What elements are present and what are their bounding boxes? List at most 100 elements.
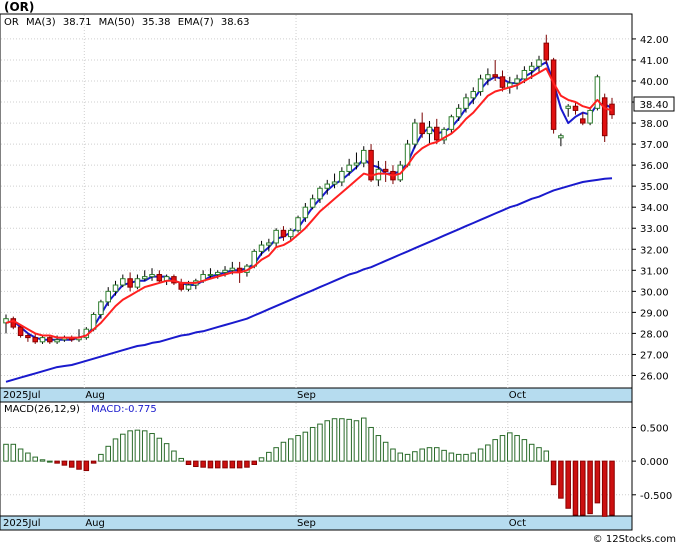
chart-title: (OR) — [4, 0, 35, 14]
macd-bar — [25, 452, 31, 462]
last-price-label: 38.40 — [640, 100, 669, 111]
legend-ema7-value: 38.63 — [221, 17, 250, 28]
price-tick-label: 40.00 — [640, 77, 669, 88]
macd-bar — [251, 460, 258, 465]
candle-body — [594, 76, 601, 109]
candle-body — [317, 187, 323, 200]
candle-body — [280, 229, 287, 238]
candle-body — [156, 274, 163, 282]
macd-bar — [76, 460, 82, 470]
ema7-path — [5, 67, 613, 339]
candle-body — [558, 135, 564, 139]
macd-bar — [463, 453, 469, 462]
macd-bar — [214, 460, 221, 469]
macd-bar — [200, 460, 206, 468]
price-tick-label: 37.00 — [640, 140, 669, 151]
candle-body — [120, 278, 126, 286]
legend: OR MA(3) 38.71 MA(50) 35.38 EMA(7) 38.63 — [4, 17, 249, 28]
legend-ma50: MA(50) — [99, 17, 135, 28]
macd-bar — [543, 450, 550, 462]
macd-bar — [514, 435, 520, 462]
price-tick-label: 26.00 — [640, 371, 669, 382]
candle-body — [54, 339, 60, 343]
macd-bar — [309, 426, 316, 462]
macd-bar — [302, 431, 309, 462]
macd-bar — [397, 452, 404, 462]
candle-body — [134, 278, 141, 288]
macd-bar — [528, 443, 535, 462]
macd-legend-value: MACD:-0.775 — [91, 404, 157, 415]
macd-bar — [120, 433, 126, 462]
candle-body — [485, 74, 491, 80]
candle-body — [528, 65, 535, 71]
macd-bar — [222, 460, 228, 469]
candle-body — [324, 183, 331, 189]
macd-bars — [3, 417, 615, 517]
macd-bar — [171, 450, 177, 462]
macd-bar — [572, 460, 579, 516]
candle-body — [207, 274, 214, 277]
candle-body — [477, 78, 484, 93]
watermark: © 12Stocks.com — [593, 534, 676, 545]
macd-bar — [280, 441, 287, 462]
macd-bar — [32, 456, 38, 462]
macd-bar — [368, 426, 374, 462]
date-tick-label: Aug — [85, 390, 105, 401]
candle-body — [565, 105, 571, 109]
candle-body — [382, 168, 389, 172]
macd-bar — [273, 447, 279, 462]
price-axis-labels: 26.00 27.00 28.00 29.00 30.00 31.00 32.00 33.00… — [632, 35, 669, 382]
macd-bar — [61, 460, 68, 466]
date-tick-label: Sep — [297, 390, 316, 401]
macd-panel — [0, 401, 633, 531]
macd-bar — [54, 460, 60, 464]
macd-date-band — [0, 515, 633, 531]
macd-bar — [558, 460, 564, 499]
candle-body — [543, 42, 550, 61]
macd-bar — [375, 435, 382, 462]
date-tick-label: Aug — [85, 518, 105, 529]
candle-body — [185, 284, 192, 290]
macd-bar — [521, 439, 528, 462]
candlesticks — [3, 34, 615, 344]
price-tick-label: 42.00 — [640, 35, 669, 46]
macd-bar — [324, 420, 331, 462]
candle-body — [455, 107, 462, 118]
candle-body — [339, 170, 345, 183]
candle-body — [25, 335, 31, 339]
macd-bar — [580, 460, 586, 516]
macd-bar — [90, 460, 97, 464]
candle-body — [214, 271, 221, 276]
price-tick-label: 41.00 — [640, 56, 669, 67]
candle-body — [258, 244, 265, 252]
price-tick-label: 38.00 — [640, 119, 669, 130]
candle-body — [32, 337, 38, 343]
candle-body — [572, 105, 579, 111]
macd-tick-label: -0.500 — [640, 491, 672, 502]
macd-bar — [390, 448, 396, 462]
macd-bar — [266, 451, 272, 462]
macd-bar — [83, 460, 90, 472]
macd-bar — [244, 460, 250, 468]
legend-ma50-value: 35.38 — [142, 17, 171, 28]
macd-bar — [448, 452, 455, 462]
last-price-box — [633, 96, 675, 112]
macd-bar — [258, 457, 265, 462]
macd-bar — [601, 460, 608, 517]
price-tick-label: 36.00 — [640, 161, 669, 172]
macd-bar — [609, 460, 615, 516]
candle-body — [98, 301, 104, 315]
macd-legend-label: MACD(26,12,9) — [4, 404, 80, 415]
candle-body — [521, 69, 528, 80]
candle-body — [353, 162, 360, 166]
candle-body — [360, 149, 367, 164]
macd-bar — [419, 448, 425, 462]
candle-body — [302, 206, 309, 219]
macd-bar — [346, 418, 352, 462]
candle-body — [222, 269, 228, 273]
macd-bar — [207, 460, 214, 469]
candle-body — [463, 97, 469, 109]
macd-bar — [317, 423, 323, 462]
macd-bar — [295, 435, 301, 462]
